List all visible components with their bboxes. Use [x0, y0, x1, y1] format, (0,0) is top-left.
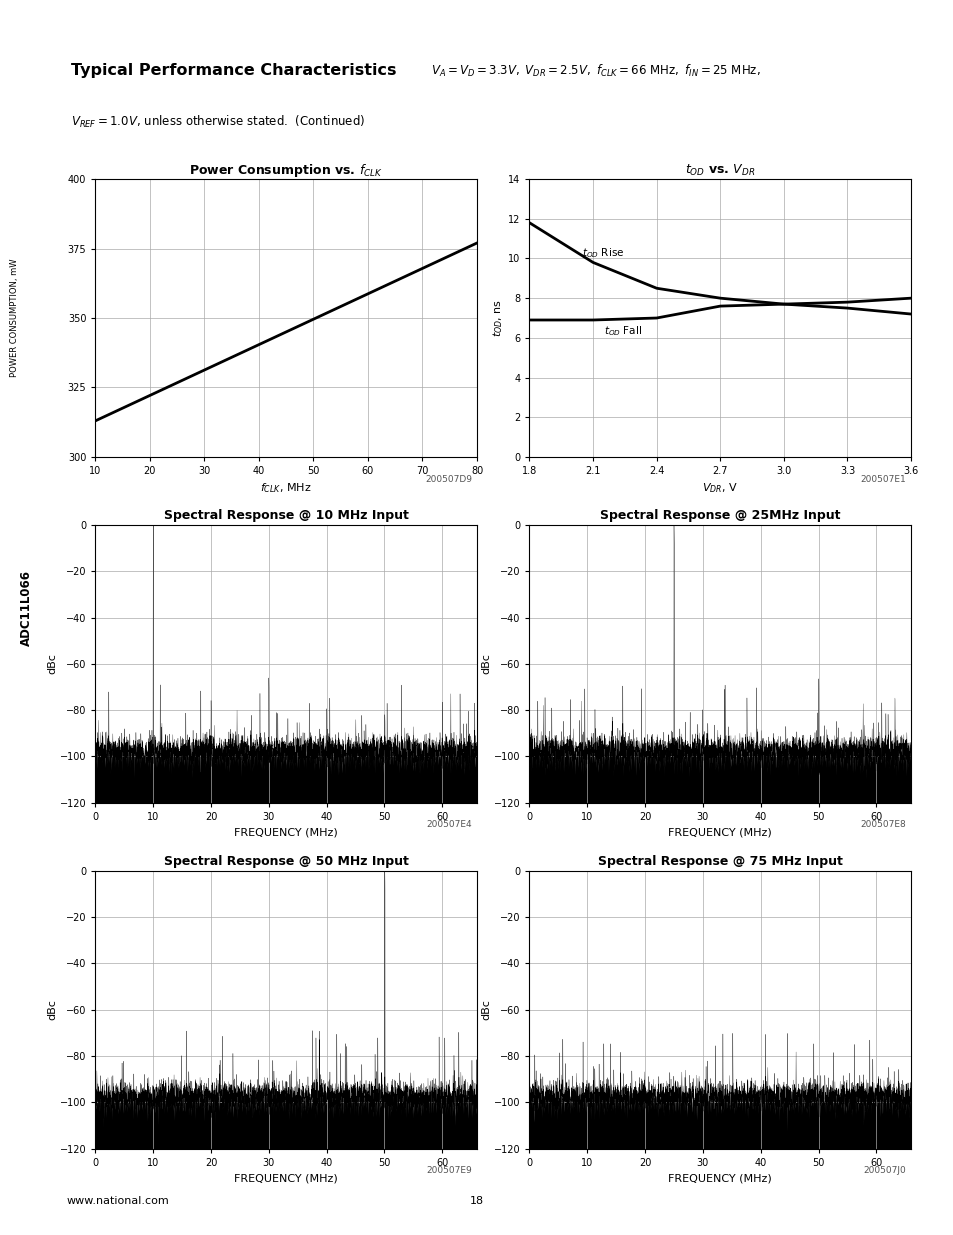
Text: Typical Performance Characteristics: Typical Performance Characteristics — [71, 63, 396, 78]
Text: 200507E9: 200507E9 — [426, 1166, 472, 1176]
Text: $V_A = V_D = 3.3V,\ V_{DR} = 2.5V,\ f_{CLK} = 66\ \mathrm{MHz},\ f_{IN} = 25\ \m: $V_A = V_D = 3.3V,\ V_{DR} = 2.5V,\ f_{C… — [431, 63, 760, 79]
X-axis label: FREQUENCY (MHz): FREQUENCY (MHz) — [668, 1173, 771, 1183]
Y-axis label: POWER CONSUMPTION, mW: POWER CONSUMPTION, mW — [10, 259, 19, 377]
Text: $t_{OD}$ Fall: $t_{OD}$ Fall — [603, 324, 641, 337]
Title: Spectral Response @ 75 MHz Input: Spectral Response @ 75 MHz Input — [598, 855, 841, 868]
Text: $t_{OD}$ Rise: $t_{OD}$ Rise — [582, 247, 624, 261]
Y-axis label: dBc: dBc — [47, 653, 57, 674]
X-axis label: FREQUENCY (MHz): FREQUENCY (MHz) — [234, 1173, 337, 1183]
Title: Power Consumption vs. $f_{CLK}$: Power Consumption vs. $f_{CLK}$ — [189, 162, 383, 179]
X-axis label: FREQUENCY (MHz): FREQUENCY (MHz) — [234, 827, 337, 837]
X-axis label: $V_{DR}$, V: $V_{DR}$, V — [701, 482, 738, 495]
Text: 200507E8: 200507E8 — [860, 820, 905, 830]
Text: www.national.com: www.national.com — [67, 1197, 170, 1207]
Text: 18: 18 — [470, 1197, 483, 1207]
Text: 200507D9: 200507D9 — [425, 474, 472, 484]
Y-axis label: dBc: dBc — [480, 653, 491, 674]
Text: 200507J0: 200507J0 — [862, 1166, 905, 1176]
X-axis label: FREQUENCY (MHz): FREQUENCY (MHz) — [668, 827, 771, 837]
Y-axis label: $t_{OD}$, ns: $t_{OD}$, ns — [491, 299, 505, 337]
Text: ADC11L066: ADC11L066 — [20, 571, 32, 646]
Text: 200507E4: 200507E4 — [426, 820, 472, 830]
Y-axis label: dBc: dBc — [47, 999, 57, 1020]
Text: 200507E1: 200507E1 — [860, 474, 905, 484]
Title: $t_{OD}$ vs. $V_{DR}$: $t_{OD}$ vs. $V_{DR}$ — [684, 163, 755, 178]
Title: Spectral Response @ 50 MHz Input: Spectral Response @ 50 MHz Input — [164, 855, 408, 868]
Y-axis label: dBc: dBc — [480, 999, 491, 1020]
X-axis label: $f_{CLK}$, MHz: $f_{CLK}$, MHz — [260, 482, 312, 495]
Title: Spectral Response @ 10 MHz Input: Spectral Response @ 10 MHz Input — [164, 509, 408, 522]
Title: Spectral Response @ 25MHz Input: Spectral Response @ 25MHz Input — [599, 509, 840, 522]
Text: $V_{REF} = 1.0V$, unless otherwise stated.  (Continued): $V_{REF} = 1.0V$, unless otherwise state… — [71, 115, 365, 131]
